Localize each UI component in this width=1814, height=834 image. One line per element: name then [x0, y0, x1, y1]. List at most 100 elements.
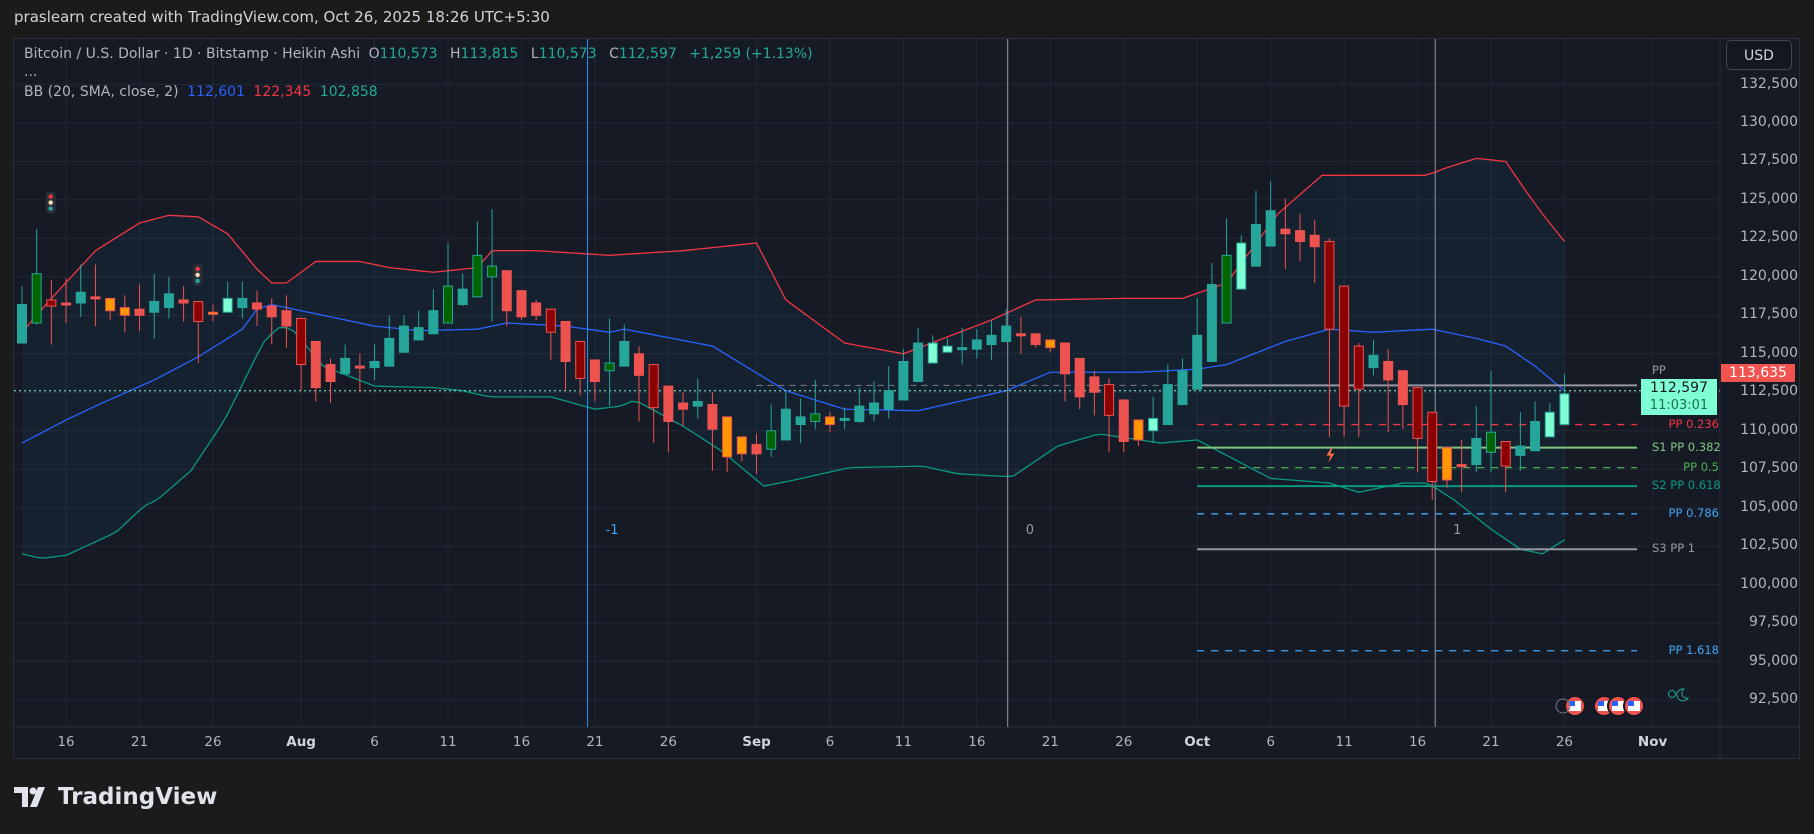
candle [722, 416, 733, 473]
candle-body [119, 307, 130, 316]
candle-body [854, 405, 865, 422]
candle-body [1045, 339, 1056, 349]
time-axis-label: 21 [586, 734, 604, 750]
candle [369, 344, 380, 380]
candle [1471, 406, 1482, 473]
candle [1177, 358, 1188, 406]
bb-title[interactable]: BB (20, SMA, close, 2) [24, 84, 179, 100]
symbol-title[interactable]: Bitcoin / U.S. Dollar · 1D · Bitstamp · … [24, 46, 361, 62]
time-axis-label: 16 [512, 734, 531, 750]
time-axis-label: 6 [825, 734, 835, 750]
candle [1295, 213, 1306, 262]
candle [1192, 298, 1203, 390]
candle [751, 433, 762, 474]
candle-body [384, 337, 395, 367]
candle [17, 286, 27, 344]
price-axis-label: 127,500 [1740, 152, 1798, 169]
time-axis-label: Aug [286, 734, 316, 750]
flag-canton [1569, 701, 1575, 706]
session-label: 0 [1025, 523, 1034, 538]
candle [678, 392, 689, 427]
pivot-label: PP 1.618 [1668, 642, 1719, 657]
pivot-label: PP [1652, 363, 1666, 378]
candle [619, 324, 630, 367]
candle [1118, 399, 1129, 453]
candle [325, 358, 336, 404]
sun-icon [1668, 690, 1676, 698]
last-price-tag: 112,597 11:03:01 [1641, 379, 1717, 415]
candle-body [222, 297, 233, 313]
symbol-legend: Bitcoin / U.S. Dollar · 1D · Bitstamp · … [24, 46, 817, 62]
pivot-label: S2 PP 0.618 [1652, 478, 1721, 493]
candle-body [1515, 445, 1526, 456]
candle-body [971, 339, 982, 350]
bb-upper-value: 122,345 [253, 84, 312, 100]
candle-body [369, 360, 380, 369]
candle-body [1192, 334, 1203, 390]
candle [560, 320, 571, 391]
candle-body [1441, 447, 1452, 481]
candle [1030, 333, 1041, 348]
candle [340, 344, 351, 375]
price-tag-red: 113,635 [1721, 364, 1795, 382]
candle [457, 273, 468, 307]
high-label: H [450, 46, 461, 62]
tradingview-logo[interactable]: TradingView [14, 784, 217, 810]
candle [854, 387, 865, 424]
candle-body [1412, 387, 1423, 439]
candle-body [692, 400, 703, 407]
candle-body [795, 416, 806, 426]
candle-body [501, 270, 512, 312]
candle [61, 278, 72, 324]
time-axis-label: 11 [439, 734, 457, 750]
candle [163, 276, 174, 319]
time-axis-label: 6 [370, 734, 379, 750]
legend-more-button[interactable]: ... [24, 64, 38, 80]
candle [1427, 411, 1438, 500]
high-value: 113,815 [460, 46, 519, 62]
candle [766, 404, 777, 457]
candle-body [1236, 242, 1247, 290]
currency-button[interactable]: USD [1726, 40, 1792, 70]
bb-lower-line [21, 326, 1565, 559]
candle-body [1295, 230, 1306, 242]
candle [1324, 238, 1335, 437]
close-value: 112,597 [618, 46, 677, 62]
candle [736, 436, 747, 462]
time-axis-label: 21 [1041, 734, 1059, 750]
pivot-label: S1 PP 0.382 [1652, 439, 1721, 454]
candle [1559, 373, 1570, 426]
price-axis-label: 112,500 [1740, 383, 1798, 400]
time-axis-label: 16 [1408, 734, 1427, 750]
candle [134, 284, 145, 331]
candle-body [193, 300, 204, 322]
candle-body [1530, 420, 1541, 452]
pivot-label: S3 PP 1 [1652, 541, 1696, 556]
time-axis-label: 11 [1335, 734, 1353, 750]
candle [46, 279, 57, 345]
candle-body [839, 417, 850, 421]
traffic-light-dot [195, 266, 200, 272]
candle-body [178, 299, 189, 304]
pivot-label: PP 0.236 [1668, 416, 1719, 431]
candle-body [1206, 284, 1217, 362]
candle [663, 385, 674, 453]
candle [1397, 370, 1408, 430]
candle [266, 298, 277, 345]
price-axis-label: 92,500 [1749, 691, 1798, 708]
candle-body [869, 402, 880, 415]
candle-body [1118, 399, 1129, 443]
traffic-light-dot [195, 278, 200, 284]
candle [575, 340, 586, 396]
candle [1280, 198, 1291, 270]
candle-body [149, 300, 160, 313]
price-axis-label: 105,000 [1740, 498, 1798, 515]
candle-body [281, 310, 292, 327]
candle-body [1177, 370, 1188, 406]
candle-body [986, 334, 997, 346]
time-axis-label: 16 [57, 734, 75, 750]
candle [780, 392, 791, 441]
candle-body [780, 408, 791, 441]
time-axis-label: 26 [204, 734, 222, 750]
